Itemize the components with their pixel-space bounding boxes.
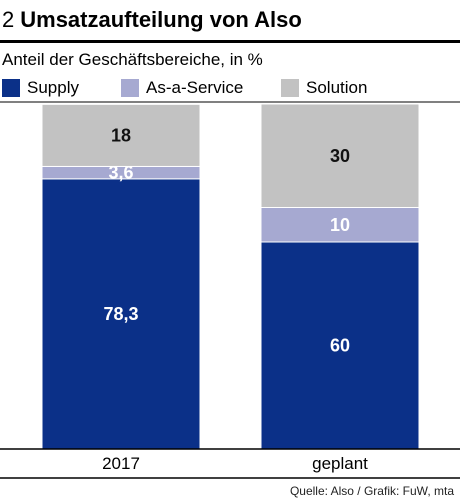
legend-label-as-a-service: As-a-Service: [146, 78, 244, 97]
legend: Supply As-a-Service Solution: [2, 77, 458, 99]
legend-item-as-a-service: As-a-Service: [121, 77, 243, 99]
legend-swatch-supply: [2, 79, 20, 97]
chart-title: 2 Umsatzaufteilung von Also: [2, 6, 458, 34]
legend-label-solution: Solution: [306, 78, 368, 97]
legend-label-supply: Supply: [27, 78, 79, 97]
chart-title-text: Umsatzaufteilung von Also: [20, 7, 302, 32]
data-label-solution-geplant: 30: [330, 146, 350, 166]
data-label-supply-geplant: 60: [330, 336, 350, 356]
bar-segment-solution-2017: [41, 103, 201, 167]
data-label-as-a-service-2017: 3,6: [108, 163, 133, 183]
bar-segment-as-a-service-geplant: [260, 207, 420, 243]
bar-segment-solution-geplant: [260, 103, 420, 208]
legend-swatch-solution: [281, 79, 299, 97]
data-label-supply-2017: 78,3: [103, 304, 138, 324]
legend-item-solution: Solution: [281, 77, 367, 99]
chart-number: 2: [2, 7, 15, 32]
x-tick-label-2017: 2017: [102, 454, 140, 473]
title-rule: [0, 40, 460, 43]
legend-item-supply: Supply: [2, 77, 79, 99]
bar-segment-supply-geplant: [260, 241, 420, 450]
chart-subtitle: Anteil der Geschäftsbereiche, in %: [2, 50, 263, 69]
x-tick-label-geplant: geplant: [312, 454, 368, 473]
legend-swatch-as-a-service: [121, 79, 139, 97]
source-note: Quelle: Also / Grafik: FuW, mta: [289, 484, 454, 498]
data-label-as-a-service-geplant: 10: [330, 215, 350, 235]
data-label-solution-2017: 18: [111, 125, 131, 145]
